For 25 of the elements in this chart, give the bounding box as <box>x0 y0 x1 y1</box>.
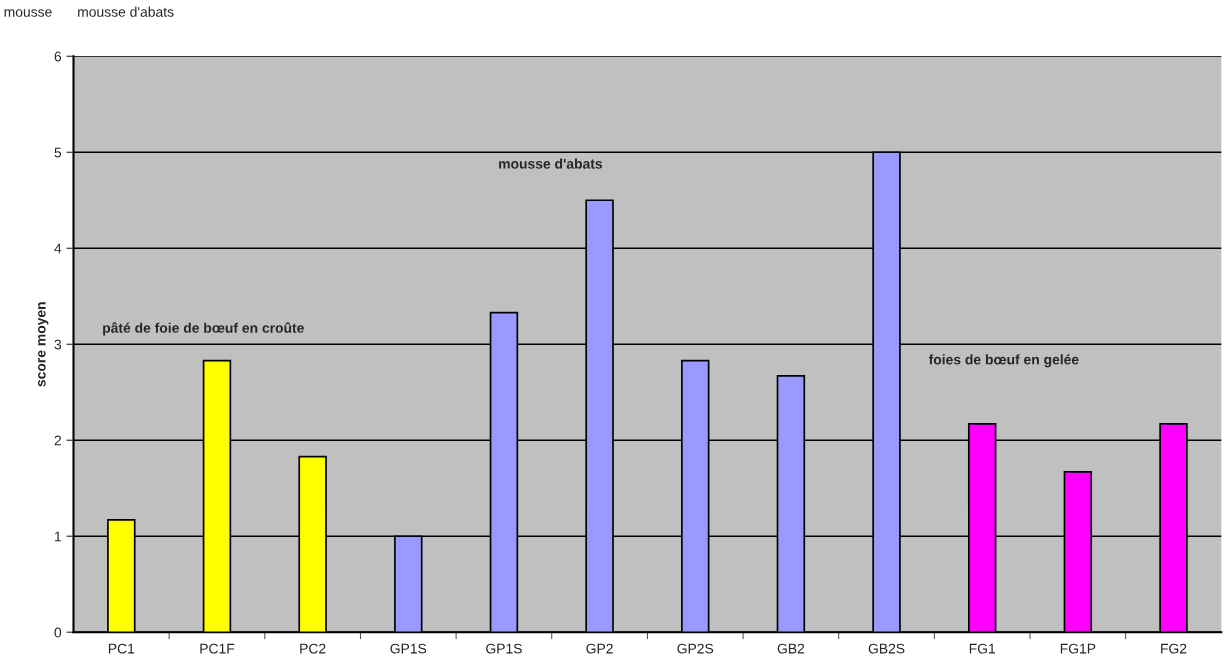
y-tick-label: 0 <box>54 627 62 638</box>
y-tick-label: 5 <box>54 147 62 158</box>
x-tick-label: FG1P <box>1060 643 1096 654</box>
text: mousse <box>4 9 52 17</box>
annotation: mousse d'abats <box>499 158 603 169</box>
y-tick-label: 1 <box>55 531 62 542</box>
x-tick-label: GP1S <box>486 643 522 654</box>
y-tick-label: 3 <box>54 339 62 350</box>
annotation: pâté de foie de bœuf en croûte <box>103 322 304 336</box>
x-tick-label: FG1 <box>969 643 996 654</box>
x-tick-label: PC1F <box>200 643 235 654</box>
x-tick-label: GP2 <box>586 643 613 654</box>
y-tick-label: 6 <box>54 51 62 62</box>
text: mousse d'abats <box>78 6 174 17</box>
y-axis-title: score moyen <box>38 302 49 387</box>
x-tick-label: GB2S <box>868 643 905 654</box>
x-tick-label: GB2 <box>777 643 805 654</box>
x-tick-label: PC1 <box>108 643 135 654</box>
x-tick-label: FG2 <box>1161 643 1187 654</box>
x-tick-label: PC2 <box>300 643 326 654</box>
annotation: foies de bœuf en gelée <box>928 354 1079 368</box>
x-tick-label: GP2S <box>677 643 714 654</box>
y-tick-label: 4 <box>54 243 62 254</box>
y-tick-label: 2 <box>54 435 61 446</box>
x-tick-label: GP1S <box>390 643 427 654</box>
